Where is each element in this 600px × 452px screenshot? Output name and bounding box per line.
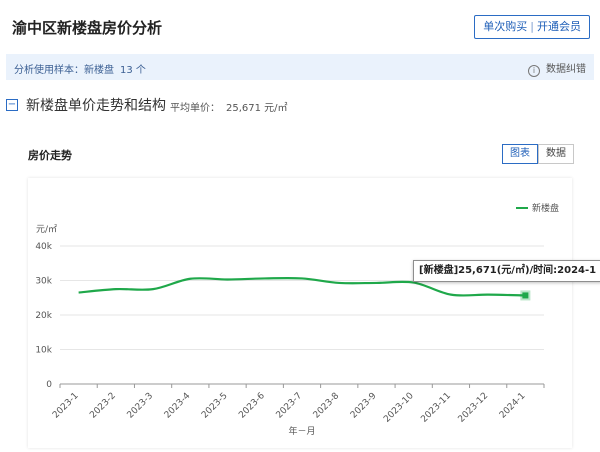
sample-prefix: 分析使用样本： — [14, 65, 84, 76]
collapse-icon[interactable]: − — [6, 99, 18, 111]
sample-text: 分析使用样本：新楼盘 13 个 — [14, 61, 146, 76]
x-tick-label: 2023-9 — [349, 391, 379, 421]
chart-card: 元/㎡ 0 10k 20k 30k 40k 2023-1 2023-2 2023-3 2023-4… — [28, 178, 600, 448]
y-axis-unit-label: 元/㎡ — [36, 224, 57, 235]
data-point — [522, 292, 529, 299]
x-tick-label: 2023-6 — [237, 391, 267, 421]
y-tick-label: 10k — [35, 346, 52, 356]
data-correction-label[interactable]: 数据纠错 — [546, 64, 586, 75]
x-tick-label: 2023-12 — [457, 391, 491, 425]
chart-tooltip: [新楼盘]25,671(元/㎡)/时间:2024-1 — [413, 260, 600, 282]
trend-title: 房价走势 — [28, 149, 72, 162]
purchase-membership-button[interactable]: 单次购买 | 开通会员 — [474, 15, 590, 39]
button-separator: | — [530, 20, 534, 33]
average-price: 平均单价： 25,671 元/㎡ — [170, 99, 288, 114]
sample-type: 新楼盘 — [84, 65, 114, 76]
series-line — [78, 276, 526, 297]
x-tick-label: 2023-1 — [51, 391, 81, 421]
tab-chart[interactable]: 图表 — [502, 144, 538, 164]
average-price-label: 平均单价： — [170, 103, 220, 114]
x-tick-label: 2023-11 — [419, 391, 453, 425]
info-icon: i — [528, 65, 540, 77]
page-header: 渝中区新楼盘房价分析 单次购买 | 开通会员 — [0, 0, 600, 50]
view-toggle: 图表 数据 — [502, 144, 574, 164]
x-tick-label: 2023-10 — [382, 391, 416, 425]
sample-info-bar: 分析使用样本：新楼盘 13 个 i 数据纠错 — [6, 54, 594, 80]
page-title: 渝中区新楼盘房价分析 — [12, 19, 163, 37]
x-tick-label: 2024-1 — [498, 391, 528, 421]
y-tick-label: 30k — [35, 277, 52, 287]
x-axis-title: 年－月 — [288, 425, 315, 437]
x-tick-label: 2023-8 — [312, 391, 342, 421]
x-tick-label: 2023-2 — [88, 391, 118, 421]
tab-data[interactable]: 数据 — [538, 144, 574, 164]
open-membership-label[interactable]: 开通会员 — [537, 20, 581, 33]
x-tick-label: 2023-7 — [275, 391, 305, 421]
x-tick-label: 2023-5 — [200, 391, 230, 421]
data-correction-link[interactable]: i 数据纠错 — [528, 60, 586, 77]
price-trend-chart: 元/㎡ 0 10k 20k 30k 40k 2023-1 2023-2 2023-3 2023-4… — [35, 202, 559, 437]
single-purchase-label[interactable]: 单次购买 — [483, 20, 528, 33]
legend-label: 新楼盘 — [532, 202, 559, 214]
y-tick-label: 20k — [35, 311, 52, 321]
x-tick-label: 2023-4 — [163, 391, 193, 421]
x-tick-label: 2023-3 — [126, 391, 156, 421]
average-price-value: 25,671 元/㎡ — [226, 103, 288, 114]
section-title: 新楼盘单价走势和结构 — [26, 98, 166, 114]
sample-count: 13 个 — [120, 65, 146, 76]
y-tick-label: 0 — [46, 380, 52, 390]
y-tick-label: 40k — [35, 242, 52, 252]
